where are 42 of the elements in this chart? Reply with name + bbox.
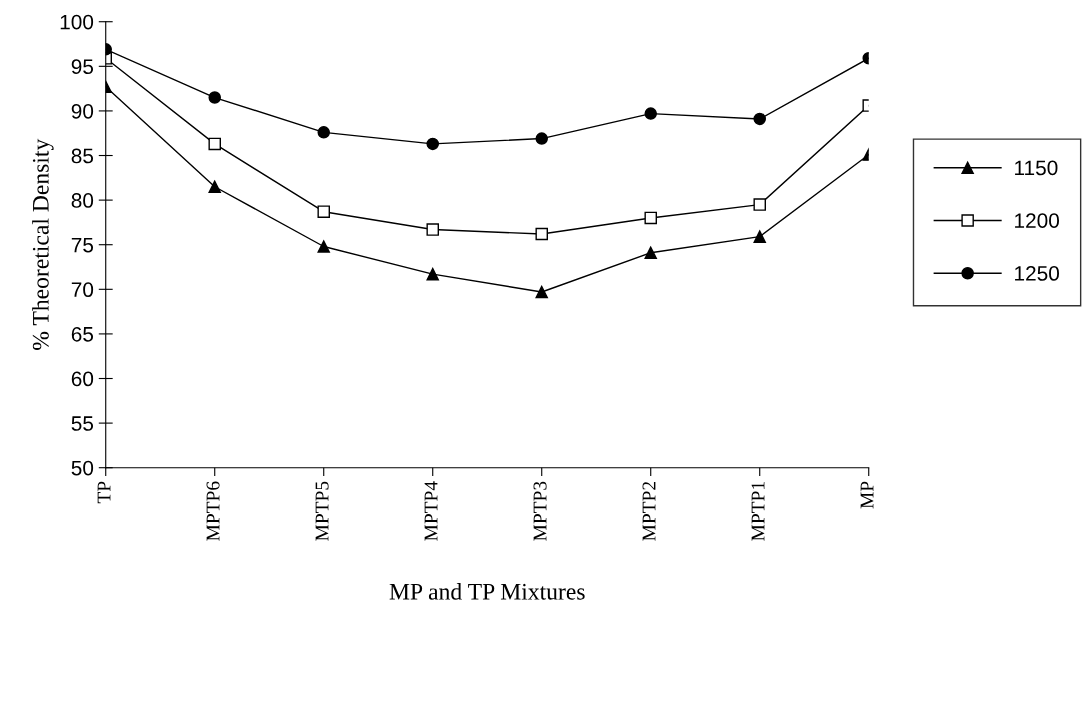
y-tick-label: 60	[71, 371, 94, 387]
y-tick-label: 65	[71, 326, 94, 342]
y-tick-label: 80	[71, 193, 94, 208]
point	[535, 285, 548, 299]
y-tick-label: 50	[71, 460, 94, 476]
x-tick-label: MPTP5	[315, 481, 329, 541]
point	[644, 211, 657, 225]
y-tick-label: 70	[71, 282, 94, 298]
point	[644, 246, 657, 259]
point	[208, 137, 221, 151]
x-tick-label: TP	[97, 481, 111, 504]
point	[426, 137, 439, 151]
y-tick-label: 85	[71, 148, 94, 164]
y-tick-label: 55	[71, 416, 94, 431]
point	[426, 267, 439, 281]
point	[644, 107, 657, 120]
point	[753, 230, 766, 243]
x-tick-label: MPTP2	[642, 481, 656, 541]
point	[208, 180, 221, 193]
x-tick-label: MPTP6	[206, 481, 220, 541]
point	[535, 227, 548, 241]
point	[317, 126, 330, 139]
point	[753, 112, 766, 126]
y-tick-label: 95	[71, 59, 94, 75]
point	[753, 198, 766, 211]
y-tick-label: 90	[71, 103, 94, 119]
x-tick-label: MPTP3	[533, 481, 547, 541]
point	[317, 240, 330, 253]
legend-label: 1150	[1015, 160, 1058, 176]
x-tick-label: MPTP1	[751, 482, 765, 541]
point	[208, 91, 221, 104]
x-tick-label: MPTP4	[424, 481, 438, 541]
y-tick-label: 75	[71, 237, 94, 253]
x-tick-label: MP	[860, 481, 874, 509]
point	[426, 223, 439, 236]
point	[535, 132, 548, 145]
y-tick-label: 100	[60, 14, 94, 30]
legend-label: 1250	[1015, 266, 1060, 281]
legend-label: 1200	[1015, 213, 1060, 229]
y-axis-title: % Theoretical Density	[32, 138, 54, 350]
point	[317, 205, 330, 218]
x-axis-title: MP and TP Mixtures	[389, 583, 585, 600]
